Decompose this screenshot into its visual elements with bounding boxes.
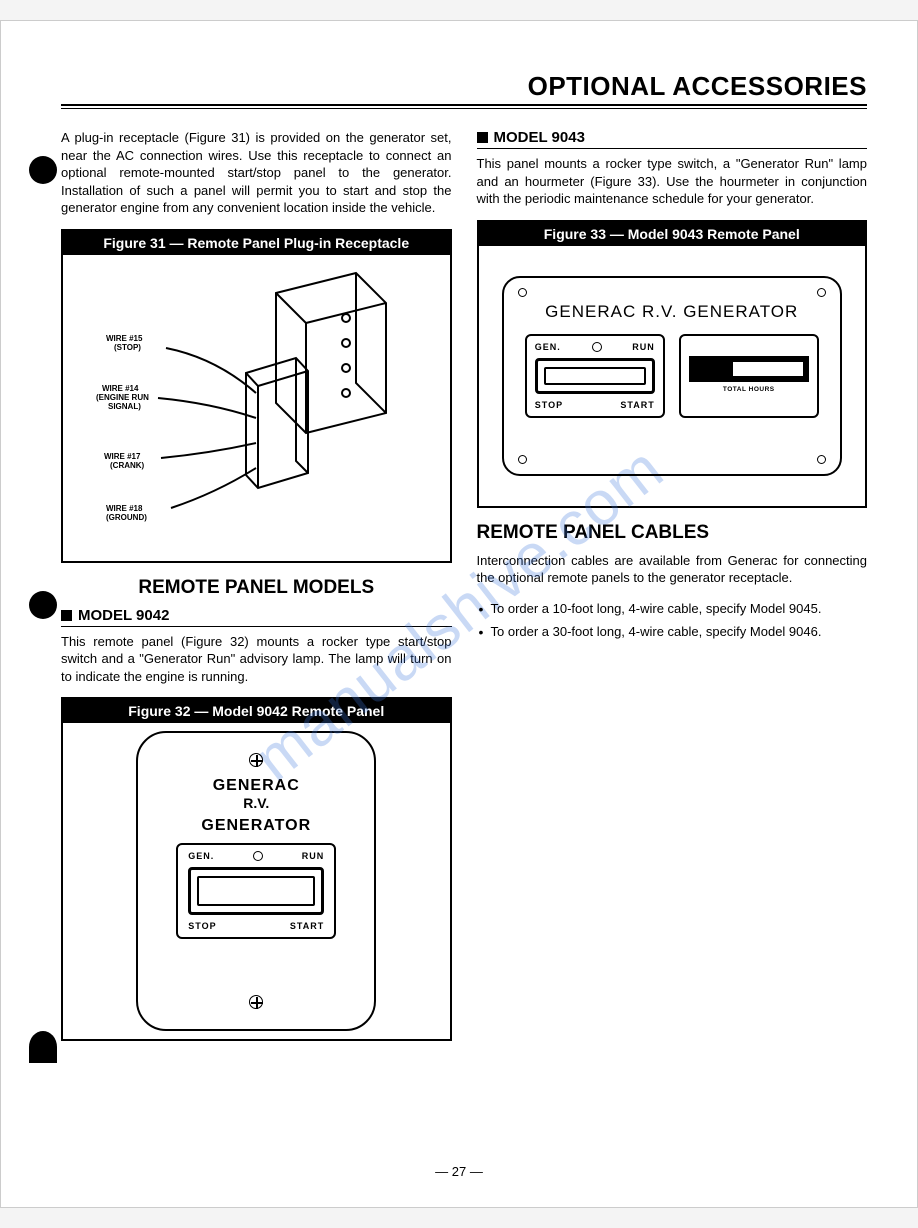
figure-32: Figure 32 — Model 9042 Remote Panel GENE… <box>61 697 452 1041</box>
screw-icon <box>249 753 263 767</box>
gen-label: GEN. <box>535 342 561 352</box>
run-led-icon <box>592 342 602 352</box>
figure-32-body: GENERAC R.V. GENERATOR GEN. RUN STOP <box>63 723 450 1039</box>
mount-hole-icon <box>518 288 527 297</box>
brand-rv: R.V. <box>243 795 269 811</box>
remote-panel-cables-heading: REMOTE PANEL CABLES <box>477 522 868 544</box>
run-label: RUN <box>302 851 325 861</box>
switch-module-9043: GEN. RUN STOP START <box>525 334 665 418</box>
hourmeter-display <box>689 356 809 382</box>
run-label: RUN <box>632 342 655 352</box>
cable-bullet: To order a 30-foot long, 4-wire cable, s… <box>477 622 868 642</box>
hourmeter-module: TOTAL HOURS <box>679 334 819 418</box>
svg-text:(STOP): (STOP) <box>114 343 141 352</box>
panel-9043: GENERAC R.V. GENERATOR GEN. RUN <box>502 276 842 476</box>
run-led-icon <box>253 851 263 861</box>
mount-hole-icon <box>518 455 527 464</box>
intro-paragraph: A plug-in receptacle (Figure 31) is prov… <box>61 129 452 217</box>
svg-text:SIGNAL): SIGNAL) <box>108 402 141 411</box>
cables-body: Interconnection cables are available fro… <box>477 552 868 587</box>
model-9043-label: MODEL 9043 <box>494 129 585 146</box>
svg-text:WIRE #15: WIRE #15 <box>106 334 143 343</box>
svg-text:WIRE #18: WIRE #18 <box>106 504 143 513</box>
punch-hole <box>29 1031 57 1063</box>
switch-module: GEN. RUN STOP START <box>176 843 336 939</box>
figure-33: Figure 33 — Model 9043 Remote Panel GENE… <box>477 220 868 508</box>
panel-9042: GENERAC R.V. GENERATOR GEN. RUN STOP <box>136 731 376 1031</box>
model-9043-heading: MODEL 9043 <box>477 129 868 149</box>
start-label: START <box>620 400 654 410</box>
stop-label: STOP <box>535 400 563 410</box>
manual-page: manualshive.com OPTIONAL ACCESSORIES A p… <box>0 20 918 1208</box>
figure-33-body: GENERAC R.V. GENERATOR GEN. RUN <box>479 246 866 506</box>
svg-text:(CRANK): (CRANK) <box>110 461 145 470</box>
model-9042-heading: MODEL 9042 <box>61 607 452 627</box>
page-title: OPTIONAL ACCESSORIES <box>61 71 867 106</box>
receptacle-diagram: WIRE #15(STOP) WIRE #14(ENGINE RUNSIGNAL… <box>96 263 416 553</box>
figure-32-title: Figure 32 — Model 9042 Remote Panel <box>63 699 450 723</box>
punch-hole <box>29 591 57 619</box>
model-9043-body: This panel mounts a rocker type switch, … <box>477 155 868 208</box>
cable-bullet: To order a 10-foot long, 4-wire cable, s… <box>477 599 868 619</box>
brand-line: GENERAC R.V. GENERATOR <box>545 302 798 322</box>
figure-33-title: Figure 33 — Model 9043 Remote Panel <box>479 222 866 246</box>
svg-text:(GROUND): (GROUND) <box>106 513 147 522</box>
svg-text:WIRE #17: WIRE #17 <box>104 452 141 461</box>
left-column: A plug-in receptacle (Figure 31) is prov… <box>61 129 452 1055</box>
content-columns: A plug-in receptacle (Figure 31) is prov… <box>61 129 867 1055</box>
mount-hole-icon <box>817 288 826 297</box>
start-label: START <box>290 921 324 931</box>
header-rule <box>61 108 867 109</box>
total-hours-label: TOTAL HOURS <box>689 386 809 393</box>
brand-generator: GENERATOR <box>201 817 311 835</box>
stop-label: STOP <box>188 921 216 931</box>
remote-panel-models-heading: REMOTE PANEL MODELS <box>61 577 452 599</box>
svg-text:WIRE #14: WIRE #14 <box>102 384 139 393</box>
punch-hole <box>29 156 57 184</box>
screw-icon <box>249 995 263 1009</box>
figure-31: Figure 31 — Remote Panel Plug-in Recepta… <box>61 229 452 563</box>
model-9042-body: This remote panel (Figure 32) mounts a r… <box>61 633 452 686</box>
figure-31-title: Figure 31 — Remote Panel Plug-in Recepta… <box>63 231 450 255</box>
rocker-switch <box>535 358 655 394</box>
model-9042-label: MODEL 9042 <box>78 607 169 624</box>
cable-list: To order a 10-foot long, 4-wire cable, s… <box>477 599 868 642</box>
mount-hole-icon <box>817 455 826 464</box>
brand-generac: GENERAC <box>213 777 300 795</box>
right-column: MODEL 9043 This panel mounts a rocker ty… <box>477 129 868 1055</box>
gen-label: GEN. <box>188 851 214 861</box>
rocker-switch <box>188 867 324 915</box>
figure-31-body: WIRE #15(STOP) WIRE #14(ENGINE RUNSIGNAL… <box>63 255 450 561</box>
page-number: — 27 — <box>1 1164 917 1179</box>
svg-text:(ENGINE RUN: (ENGINE RUN <box>96 393 149 402</box>
